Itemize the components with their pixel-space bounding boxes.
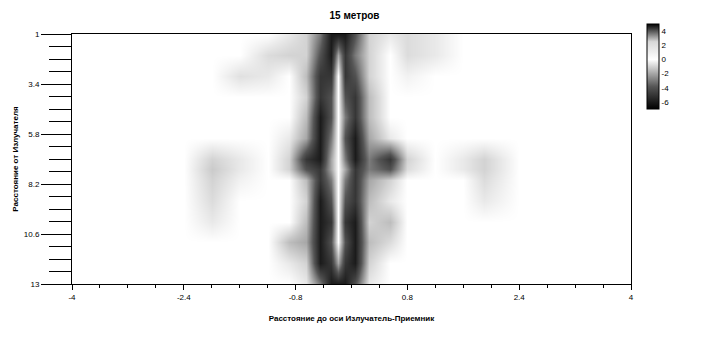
svg-text:1: 1 xyxy=(35,30,40,39)
svg-text:3.4: 3.4 xyxy=(28,80,40,89)
svg-text:0.8: 0.8 xyxy=(402,293,414,302)
svg-text:13: 13 xyxy=(30,280,39,289)
svg-text:0: 0 xyxy=(662,55,667,64)
svg-text:-0.8: -0.8 xyxy=(289,293,303,302)
svg-text:-6: -6 xyxy=(662,98,670,107)
svg-text:15 метров: 15 метров xyxy=(330,10,380,21)
svg-text:-2.4: -2.4 xyxy=(177,293,191,302)
svg-text:-4: -4 xyxy=(662,84,670,93)
svg-text:5.8: 5.8 xyxy=(28,130,40,139)
svg-text:4: 4 xyxy=(629,293,634,302)
svg-text:10.6: 10.6 xyxy=(24,230,40,239)
svg-text:2: 2 xyxy=(662,41,667,50)
svg-text:Расстояние от Излучателя: Расстояние от Излучателя xyxy=(11,106,20,212)
svg-text:4: 4 xyxy=(662,27,667,36)
svg-text:Расстояние до оси Излучатель-П: Расстояние до оси Излучатель-Приемник xyxy=(269,314,436,323)
svg-text:8.2: 8.2 xyxy=(28,180,40,189)
svg-text:2.4: 2.4 xyxy=(514,293,526,302)
svg-text:-2: -2 xyxy=(662,69,670,78)
svg-text:-4: -4 xyxy=(68,293,76,302)
